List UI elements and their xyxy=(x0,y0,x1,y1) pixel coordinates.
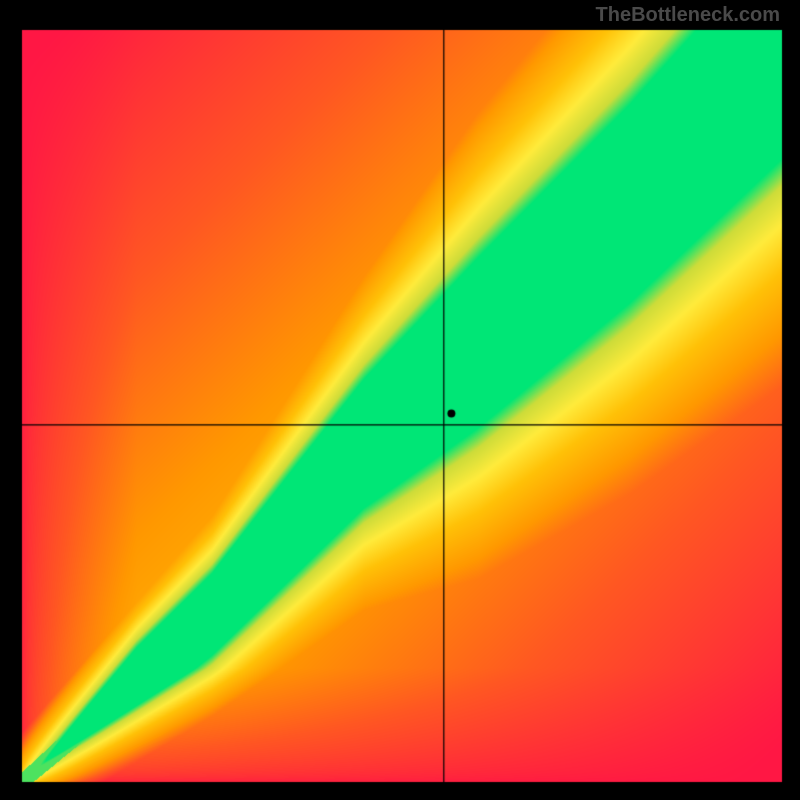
watermark-text: TheBottleneck.com xyxy=(596,4,780,27)
bottleneck-heatmap xyxy=(0,0,800,800)
chart-container: TheBottleneck.com xyxy=(0,0,800,800)
